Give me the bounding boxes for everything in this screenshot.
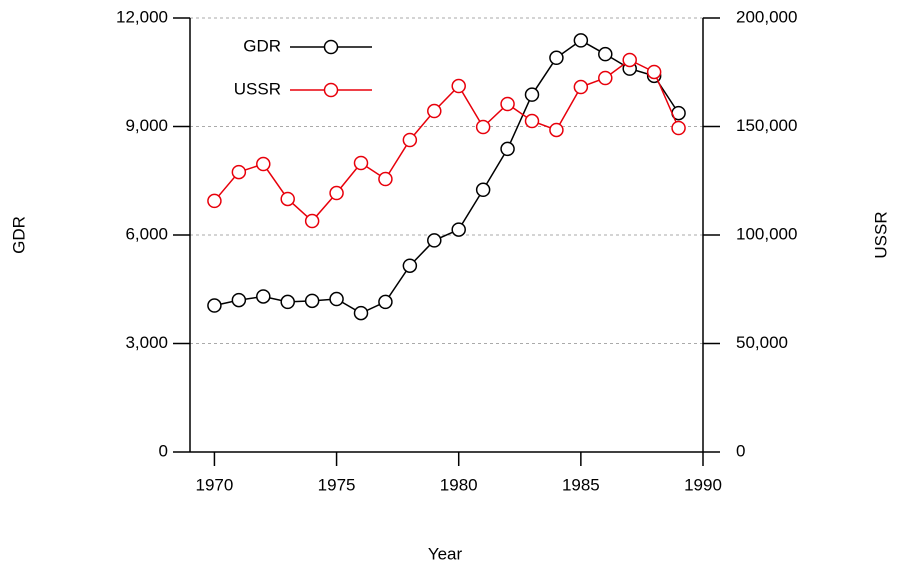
x-tick-label: 1985: [562, 475, 600, 494]
point: [451, 222, 466, 237]
point: [231, 164, 247, 180]
point: [280, 191, 295, 207]
y2-tick-label: 0: [736, 441, 745, 460]
point: [598, 46, 613, 62]
x-tick-label: 1975: [318, 475, 356, 494]
point: [573, 79, 589, 95]
point: [378, 294, 393, 310]
point: [500, 96, 515, 112]
point: [622, 52, 637, 68]
x-tick-label: 1990: [684, 475, 722, 494]
point: [549, 122, 564, 138]
point: [573, 33, 589, 48]
y-tick-label: 3,000: [125, 333, 168, 352]
point: [475, 119, 491, 135]
point: [500, 141, 515, 157]
point: [353, 305, 369, 321]
point: [427, 233, 442, 248]
point: [207, 298, 222, 313]
legend-marker: [323, 39, 339, 55]
point: [256, 289, 271, 304]
y2-axis-label: USSR: [871, 211, 890, 258]
point: [475, 182, 491, 198]
y2-tick-label: 50,000: [736, 333, 788, 352]
point: [304, 213, 320, 229]
y-tick-label: 6,000: [125, 224, 168, 243]
point: [427, 103, 442, 119]
point: [451, 78, 466, 94]
point: [329, 185, 344, 201]
y-axis-label: GDR: [9, 216, 28, 254]
point: [524, 87, 540, 102]
legend-label: USSR: [234, 79, 281, 98]
point: [280, 294, 295, 310]
point: [402, 258, 418, 273]
y-tick-label: 12,000: [116, 7, 168, 26]
point: [207, 193, 222, 209]
x-axis-label: Year: [428, 544, 463, 563]
point: [329, 291, 344, 307]
y2-tick-label: 150,000: [736, 116, 797, 135]
point: [549, 50, 564, 66]
point: [402, 132, 418, 148]
y-tick-label: 0: [159, 441, 168, 460]
point: [598, 70, 613, 86]
point: [671, 120, 686, 136]
point: [646, 64, 662, 80]
point: [231, 292, 247, 308]
point: [256, 156, 271, 172]
legend-label: GDR: [243, 36, 281, 55]
y2-tick-label: 200,000: [736, 7, 797, 26]
y2-tick-label: 100,000: [736, 224, 797, 243]
y-tick-label: 9,000: [125, 116, 168, 135]
point: [524, 113, 540, 129]
x-tick-label: 1980: [440, 475, 478, 494]
legend-marker: [323, 82, 339, 98]
point: [304, 293, 320, 309]
point: [353, 155, 369, 171]
point: [378, 171, 393, 187]
x-tick-label: 1970: [196, 475, 234, 494]
